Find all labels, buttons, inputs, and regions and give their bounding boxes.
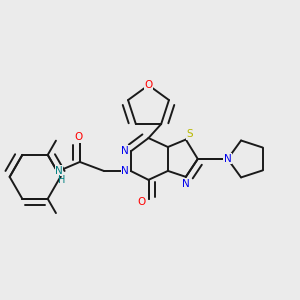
Text: O: O <box>144 80 153 90</box>
Text: O: O <box>74 132 82 142</box>
Text: N: N <box>121 167 129 176</box>
Text: N: N <box>224 154 232 164</box>
Text: S: S <box>186 129 193 139</box>
Text: H: H <box>58 176 65 185</box>
Text: O: O <box>137 197 145 207</box>
Text: N: N <box>182 179 190 189</box>
Text: N: N <box>55 166 63 176</box>
Text: N: N <box>121 146 129 156</box>
